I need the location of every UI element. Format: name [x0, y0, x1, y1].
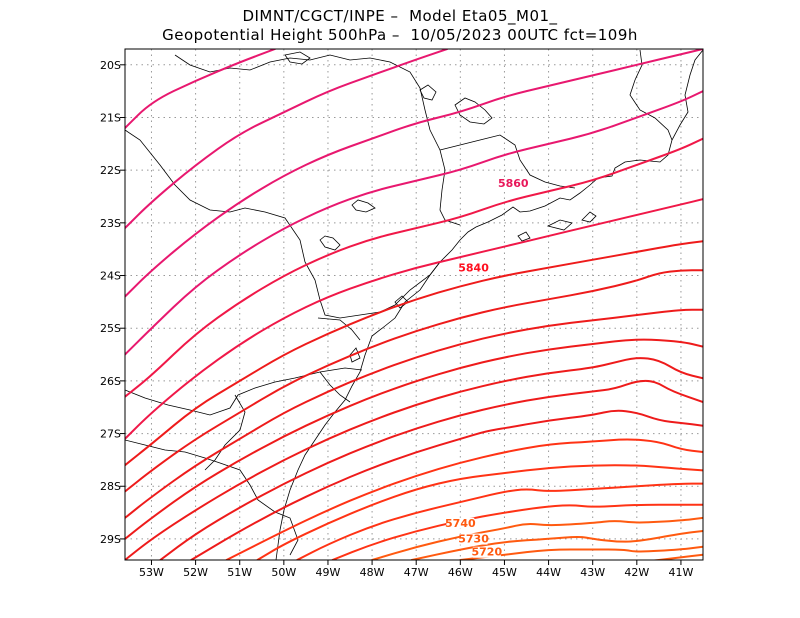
lat-tick-label: 24S [100, 270, 121, 283]
plot-frame [124, 48, 704, 561]
lat-tick-label: 20S [100, 59, 121, 72]
contour-line [649, 553, 703, 560]
chart-title-line-2: Geopotential Height 500hPa – 10/05/2023 … [162, 26, 638, 44]
contour-line [125, 269, 703, 493]
coastline [275, 49, 703, 560]
lat-tick-label: 26S [100, 375, 121, 388]
lat-tick-label: 29S [100, 533, 121, 546]
lon-tick-label: 53W [139, 566, 164, 579]
contour-line [125, 357, 703, 560]
lat-tick-label: 22S [100, 164, 121, 177]
state-border [629, 49, 673, 141]
reservoir-outline [284, 51, 311, 65]
contour-label-bg [499, 177, 528, 189]
reservoir-outline [319, 235, 341, 251]
contour-line [125, 240, 703, 467]
contour-label: 5720 [471, 546, 502, 559]
reservoir-outline [351, 199, 376, 213]
lat-tick-label: 25S [100, 322, 121, 335]
state-border [204, 394, 246, 471]
island-outline [349, 347, 361, 363]
lat-tick-label: 23S [100, 217, 121, 230]
contour-label: 5740 [445, 517, 476, 530]
lon-tick-label: 42W [624, 566, 649, 579]
contour-line [331, 503, 703, 560]
lon-tick-label: 41W [669, 566, 694, 579]
lon-tick-label: 43W [580, 566, 605, 579]
lon-tick-label: 45W [492, 566, 517, 579]
chart-title-line-1: DIMNT/CGCT/INPE – Model Eta05_M01_ [242, 7, 558, 25]
contour-line [190, 409, 703, 560]
lon-tick-label: 46W [448, 566, 473, 579]
state-border [439, 134, 576, 189]
contour-line [256, 464, 703, 560]
contour-label-bg [446, 517, 475, 529]
state-border [125, 129, 396, 319]
contour-line [459, 545, 703, 560]
state-border [319, 371, 351, 403]
lon-tick-label: 49W [316, 566, 341, 579]
island-outline [517, 231, 531, 242]
axis-ticks: 53W 52W 51W 50W 49W 48W 47W 46W 45W 44W 43W 42W 41W 2… [100, 59, 693, 579]
contour-label: 5840 [458, 261, 489, 274]
reservoir-outline [454, 97, 493, 125]
contour-label-bg [472, 546, 501, 558]
contour-line [125, 137, 703, 398]
contour-line [125, 49, 703, 298]
contour-line [225, 438, 703, 560]
contour-label-bg [459, 533, 488, 545]
lon-tick-label: 52W [183, 566, 208, 579]
contour-label: 5860 [498, 177, 529, 190]
contour-line [125, 49, 449, 230]
contour-line [125, 308, 703, 519]
contour-line [125, 338, 703, 540]
contour-label-bg [459, 262, 488, 274]
lon-tick-label: 50W [271, 566, 296, 579]
contour-line [159, 379, 703, 560]
lon-tick-label: 47W [404, 566, 429, 579]
geopotential-contours [125, 49, 703, 560]
contour-line [125, 49, 276, 129]
state-border [125, 439, 299, 556]
bay-outline [546, 219, 573, 231]
lat-tick-label: 27S [100, 428, 121, 441]
contour-line [125, 198, 703, 440]
contour-line [125, 90, 703, 356]
state-border [394, 261, 441, 306]
lat-tick-label: 28S [100, 480, 121, 493]
lat-tick-label: 21S [100, 111, 121, 124]
bay-outline [581, 211, 597, 223]
coastline-and-borders [125, 49, 703, 560]
contour-line [296, 482, 703, 560]
lon-tick-label: 51W [227, 566, 252, 579]
contour-line [410, 530, 703, 560]
lon-tick-label: 48W [360, 566, 385, 579]
reservoir-outline [419, 84, 437, 101]
contour-line [371, 516, 703, 560]
state-border [174, 54, 461, 226]
lon-tick-label: 44W [536, 566, 561, 579]
contour-label: 5730 [458, 533, 489, 546]
